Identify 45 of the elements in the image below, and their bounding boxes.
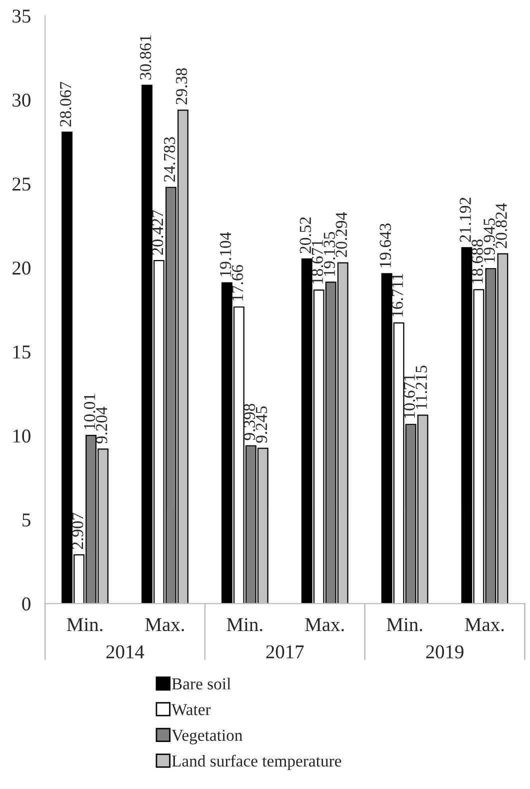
text: 2019 bbox=[426, 645, 464, 658]
data-label: 18.688 bbox=[472, 239, 483, 284]
data-label: 18.671 bbox=[312, 240, 324, 284]
data-label: 19.945 bbox=[484, 218, 495, 262]
data-label: 20.294 bbox=[336, 212, 348, 257]
data-label: 24.783 bbox=[164, 137, 176, 182]
data-label: 11.215 bbox=[416, 366, 428, 409]
data-label: 19.135 bbox=[324, 232, 336, 276]
x-tick-label: Max. bbox=[145, 618, 184, 632]
data-label: 9.204 bbox=[96, 406, 108, 444]
text: 2017 bbox=[266, 645, 304, 658]
y-tick-label: 0 bbox=[22, 597, 30, 611]
y-tick-label: 15 bbox=[13, 346, 30, 359]
x-tick-label: Min. bbox=[66, 618, 102, 632]
y-tick-label: 5 bbox=[22, 514, 30, 527]
text: 2014 bbox=[106, 645, 144, 658]
x-tick-label: Min. bbox=[226, 618, 262, 632]
x-tick-label: Max. bbox=[305, 618, 344, 632]
legend-label: Land surface temperature bbox=[172, 754, 342, 770]
data-label: 30.861 bbox=[140, 35, 152, 80]
data-label: 28.067 bbox=[60, 82, 72, 126]
data-label: 21.192 bbox=[460, 198, 471, 242]
data-label: 2.907 bbox=[72, 512, 84, 549]
data-label: 19.643 bbox=[380, 223, 392, 268]
y-tick-label: 30 bbox=[12, 94, 30, 107]
y-tick-label: 25 bbox=[12, 178, 30, 191]
data-label: 29.38 bbox=[176, 68, 188, 104]
y-tick-label: 10 bbox=[13, 429, 30, 443]
data-label: 10.671 bbox=[404, 374, 416, 418]
data-label: 9.398 bbox=[244, 404, 256, 440]
legend-label: Water bbox=[171, 704, 211, 716]
data-label: 17.66 bbox=[232, 264, 244, 300]
y-tick-label: 20 bbox=[12, 262, 30, 275]
data-label: 20.52 bbox=[300, 217, 312, 254]
data-label: 20.427 bbox=[152, 210, 164, 255]
legend-label: Vegetation bbox=[172, 730, 242, 744]
data-label: 19.104 bbox=[220, 232, 232, 276]
data-label: 9.245 bbox=[256, 406, 268, 443]
legend-label: Bare soil bbox=[172, 678, 231, 690]
x-tick-label: Max. bbox=[465, 618, 504, 632]
data-label: 10.01 bbox=[84, 394, 96, 429]
data-label: 16.711 bbox=[392, 274, 404, 316]
x-tick-label: Min. bbox=[386, 618, 422, 632]
data-label: 20.824 bbox=[496, 203, 507, 248]
y-tick-label: 35 bbox=[12, 10, 30, 23]
